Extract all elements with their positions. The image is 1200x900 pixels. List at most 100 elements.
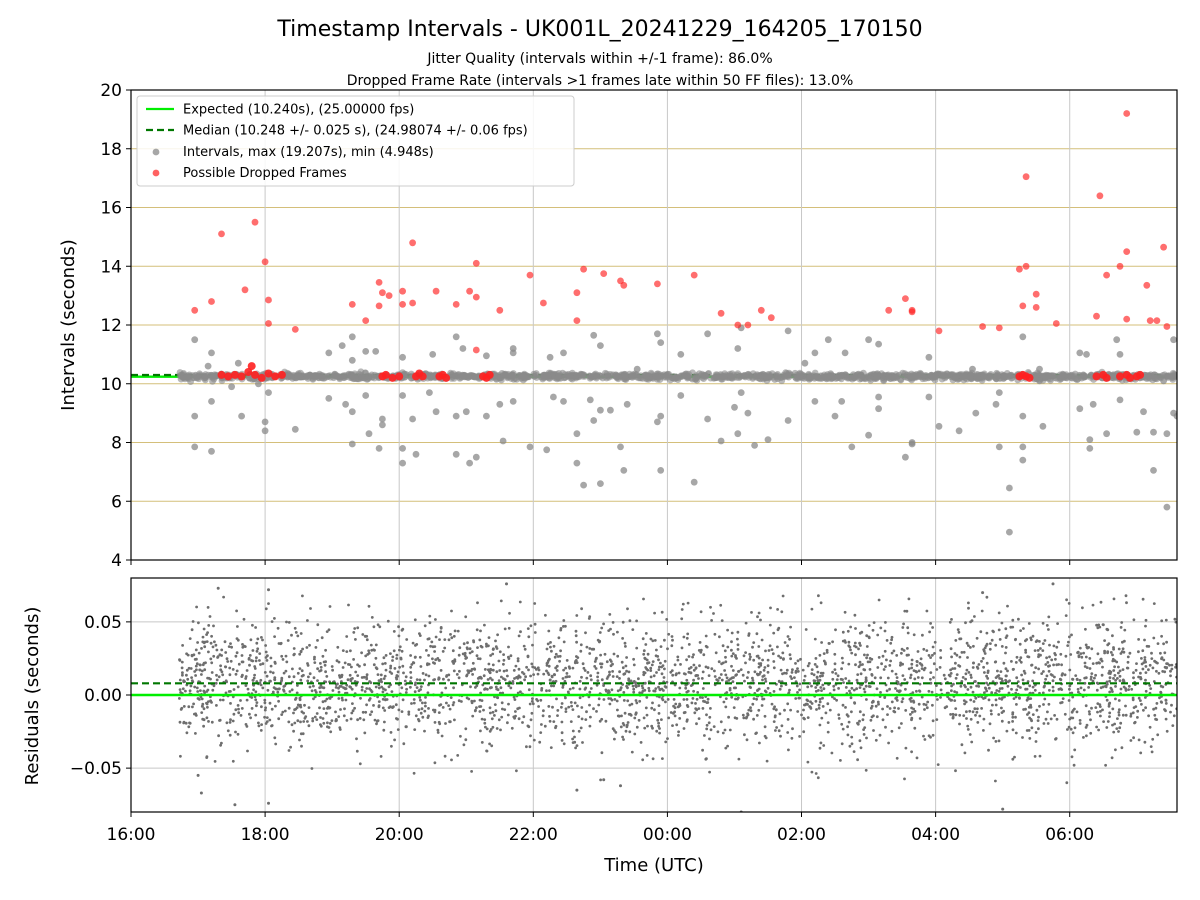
residual-point [804, 702, 808, 706]
residual-point [888, 664, 892, 667]
residual-point [210, 720, 214, 724]
residual-point [312, 697, 315, 701]
residual-point [316, 667, 319, 671]
residual-point [835, 678, 839, 681]
residual-point [1106, 651, 1109, 655]
residual-point [840, 656, 844, 660]
residual-point [292, 675, 296, 679]
residual-point [355, 737, 358, 741]
residual-point [484, 687, 487, 691]
dropped-frame-point [496, 306, 504, 314]
residual-point [203, 668, 207, 672]
residual-point [820, 641, 823, 644]
residual-point [531, 665, 535, 669]
residual-point [206, 606, 210, 609]
residual-point [251, 678, 255, 682]
residual-point [659, 645, 663, 648]
residual-point [1023, 671, 1027, 675]
residual-point [213, 640, 216, 644]
residual-point [853, 701, 856, 704]
interval-point [261, 427, 269, 435]
residual-point [1083, 676, 1087, 680]
residual-point [682, 698, 686, 701]
residual-point [709, 707, 712, 710]
residual-point [1061, 697, 1065, 700]
interval-point [993, 373, 1001, 380]
residual-point [195, 605, 199, 609]
interval-point [943, 370, 951, 378]
residual-point [903, 678, 907, 681]
residual-point [363, 731, 367, 735]
residual-point [625, 656, 628, 659]
residual-point [641, 686, 645, 690]
residual-point [764, 680, 768, 683]
residual-point [588, 690, 592, 694]
residual-point [1144, 665, 1148, 668]
residual-point [400, 628, 404, 632]
residual-point [358, 762, 362, 766]
residual-point [610, 688, 614, 692]
residual-point [545, 647, 549, 651]
residual-point [1133, 721, 1136, 725]
residual-point [370, 616, 374, 619]
residual-point [184, 721, 188, 725]
residual-point [507, 684, 511, 688]
residual-point [1084, 726, 1088, 729]
residual-point [212, 654, 216, 658]
residual-point [633, 716, 637, 720]
residual-point [938, 666, 942, 669]
residual-point [744, 716, 748, 720]
residual-point [413, 618, 417, 622]
residual-point [971, 690, 975, 694]
interval-point [763, 373, 770, 381]
residual-point [1002, 709, 1005, 713]
residual-point [776, 645, 779, 649]
residual-point [895, 699, 899, 702]
residual-point [514, 664, 518, 668]
residual-point [1024, 707, 1027, 711]
residual-point [428, 621, 432, 625]
residual-point [261, 662, 265, 666]
residual-point [412, 698, 416, 701]
residual-point [657, 712, 661, 715]
residual-point [264, 656, 268, 659]
residual-point [198, 663, 202, 667]
residual-point [1095, 688, 1099, 692]
residual-point [653, 611, 656, 615]
residual-point [205, 756, 209, 759]
residual-point [338, 685, 342, 688]
residual-point [235, 609, 239, 613]
interval-point [949, 376, 957, 384]
residual-point [724, 746, 728, 750]
interval-point [218, 377, 226, 384]
residual-point [772, 720, 776, 723]
residual-point [667, 632, 671, 636]
residual-point [1047, 628, 1050, 631]
residual-point [412, 701, 416, 705]
residual-point [752, 658, 756, 662]
residual-point [1140, 657, 1143, 660]
residual-point [708, 715, 712, 719]
residual-point [322, 686, 326, 690]
residual-point [1054, 657, 1057, 661]
residual-point [780, 724, 784, 728]
residual-point [1071, 678, 1075, 681]
residual-point [409, 665, 413, 669]
residual-point [439, 669, 443, 672]
residual-point [491, 710, 495, 714]
residual-point [379, 755, 383, 758]
interval-point [586, 396, 594, 404]
residual-point [503, 708, 507, 711]
residual-point [834, 628, 837, 632]
residual-point [627, 712, 631, 716]
residual-point [643, 726, 647, 730]
residual-point [287, 749, 291, 752]
residual-point [826, 730, 830, 734]
residual-point [706, 701, 710, 704]
dropped-frame-point [767, 314, 775, 322]
residual-point [324, 648, 327, 652]
residual-point [1136, 709, 1140, 713]
residual-point [819, 741, 823, 745]
residual-point [670, 644, 674, 648]
residual-point [1054, 653, 1057, 657]
